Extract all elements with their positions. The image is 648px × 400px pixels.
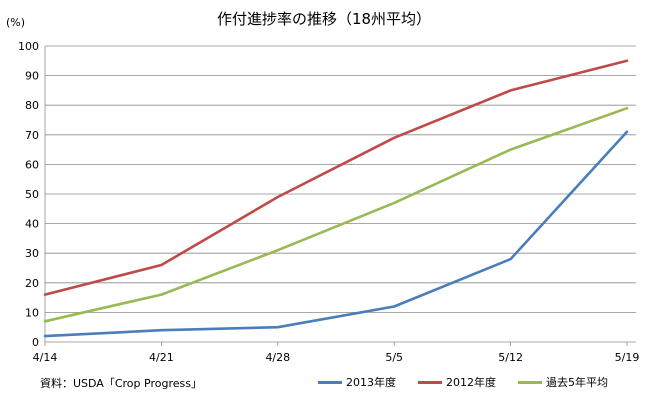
legend-item: 2012年度 [418,374,496,390]
y-axis-label: (%) [6,16,25,29]
y-tick-label: 30 [25,247,39,260]
y-tick-label: 70 [25,129,39,142]
legend-item: 過去5年平均 [518,374,608,390]
axes [44,46,636,346]
y-tick-label: 60 [25,158,39,171]
legend-label: 過去5年平均 [546,376,608,389]
y-tick-label: 10 [25,306,39,319]
legend-swatch [518,380,542,384]
x-tick-label: 4/28 [265,351,290,364]
legend-swatch [418,380,442,384]
y-tick-label: 80 [25,99,39,112]
chart-title: 作付進捗率の推移（18州平均） [216,10,432,28]
x-tick-label: 5/19 [615,351,640,364]
legend-swatch [318,380,342,384]
tick-labels: 0 10 20 30 40 50 60 70 80 90 100 (%) 4/14 4/21 4/28 5/5… [6,16,639,364]
series-lines [43,59,629,338]
series-line [43,130,629,338]
legend: 2013年度 2012年度 過去5年平均 [318,374,608,390]
y-tick-label: 90 [25,70,39,83]
legend-item: 2013年度 [318,374,396,390]
y-tick-label: 0 [32,336,39,349]
series-line [43,106,629,323]
legend-label: 2012年度 [446,376,496,389]
series-line [43,59,629,296]
x-tick-label: 5/12 [498,351,523,364]
y-tick-label: 50 [25,188,39,201]
source-note: 資料：USDA「Crop Progress」 [40,377,202,390]
x-tick-label: 4/21 [149,351,174,364]
y-tick-label: 40 [25,218,39,231]
x-tick-label: 5/5 [385,351,403,364]
legend-label: 2013年度 [346,376,396,389]
y-tick-label: 100 [18,40,39,53]
x-tick-label: 4/14 [33,351,58,364]
y-tick-label: 20 [25,277,39,290]
